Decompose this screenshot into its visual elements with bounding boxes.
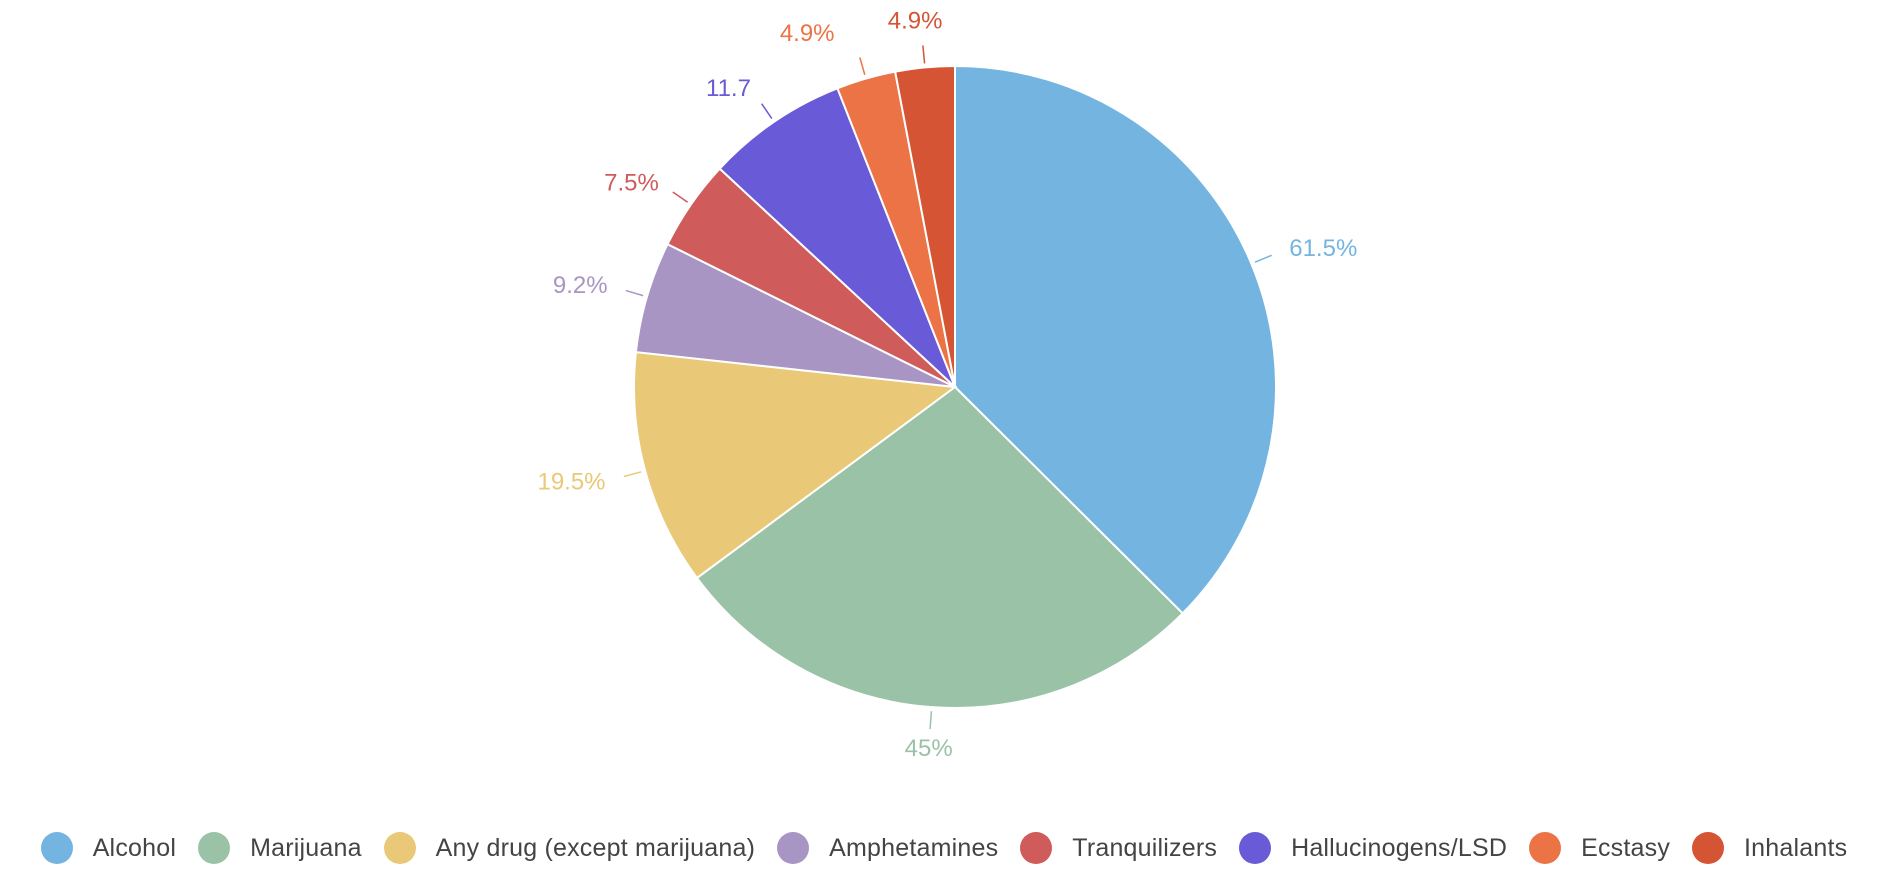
leader-lines-layer (623, 45, 1272, 730)
legend-label: Any drug (except marijuana) (435, 833, 756, 862)
legend-swatch-icon (40, 832, 73, 864)
legend-label: Hallucinogens/LSD (1291, 833, 1508, 862)
slice-label-any-drug-except-marijuana: 19.5% (537, 468, 605, 495)
slice-label-amphetamines: 9.2% (553, 272, 608, 299)
slice-label-ecstasy: 4.9% (780, 20, 835, 47)
leader-line-ecstasy (859, 57, 866, 75)
legend-label: Alcohol (92, 833, 177, 862)
slice-label-marijuana: 45% (905, 735, 953, 762)
pie-slice-hallucinogens-lsd[interactable] (718, 87, 956, 388)
legend-label: Ecstasy (1581, 833, 1671, 862)
legend-item-inhalants[interactable]: Inhalants (1692, 832, 1847, 864)
pie-slice-any-drug-except-marijuana[interactable] (633, 350, 958, 580)
legend-swatch-icon (1020, 832, 1053, 864)
legend-item-hallucinogens-lsd[interactable]: Hallucinogens/LSD (1239, 832, 1507, 864)
slice-labels-layer: 61.5% 45% 19.5% 9.2% 7.5% 11.7 4.9% 4.9% (537, 8, 1357, 762)
legend-swatch-icon (1692, 832, 1725, 864)
pie-slice-inhalants[interactable] (893, 64, 956, 388)
legend-swatch-icon (1529, 832, 1562, 864)
leader-line-marijuana (929, 711, 933, 730)
leader-line-hallucinogens-lsd (761, 103, 773, 119)
slices-layer (633, 64, 1277, 709)
leader-line-inhalants (922, 45, 926, 64)
slice-label-hallucinogens-lsd: 11.7 (706, 75, 751, 102)
legend-item-any-drug-except-marijuana[interactable]: Any drug (except marijuana) (383, 832, 756, 864)
legend-label: Amphetamines (829, 833, 999, 862)
legend-item-amphetamines[interactable]: Amphetamines (777, 832, 998, 864)
leader-line-alcohol (1254, 254, 1272, 263)
leader-line-any-drug-except-marijuana (623, 471, 642, 478)
slice-label-alcohol: 61.5% (1289, 235, 1357, 262)
chart-legend: Alcohol Marijuana Any drug (except marijua… (0, 820, 1888, 876)
legend-label: Tranquilizers (1072, 833, 1218, 862)
pie-slice-alcohol[interactable] (954, 64, 1277, 615)
legend-item-marijuana[interactable]: Marijuana (198, 832, 362, 864)
legend-item-ecstasy[interactable]: Ecstasy (1529, 832, 1670, 864)
legend-item-tranquilizers[interactable]: Tranquilizers (1020, 832, 1217, 864)
leader-line-amphetamines (625, 289, 644, 297)
legend-swatch-icon (777, 832, 810, 864)
legend-swatch-icon (198, 832, 231, 864)
legend-label: Marijuana (250, 833, 362, 862)
slice-label-tranquilizers: 7.5% (604, 169, 659, 196)
legend-item-alcohol[interactable]: Alcohol (40, 832, 177, 864)
legend-label: Inhalants (1744, 833, 1848, 862)
legend-swatch-icon (1239, 832, 1272, 864)
pie-chart-svg: 61.5% 45% 19.5% 9.2% 7.5% 11.7 4.9% 4.9% (537, 8, 1357, 762)
pie-slice-marijuana[interactable] (695, 385, 1185, 709)
legend-swatch-icon (383, 832, 416, 864)
slice-label-inhalants: 4.9% (888, 8, 943, 35)
leader-line-tranquilizers (672, 191, 689, 203)
